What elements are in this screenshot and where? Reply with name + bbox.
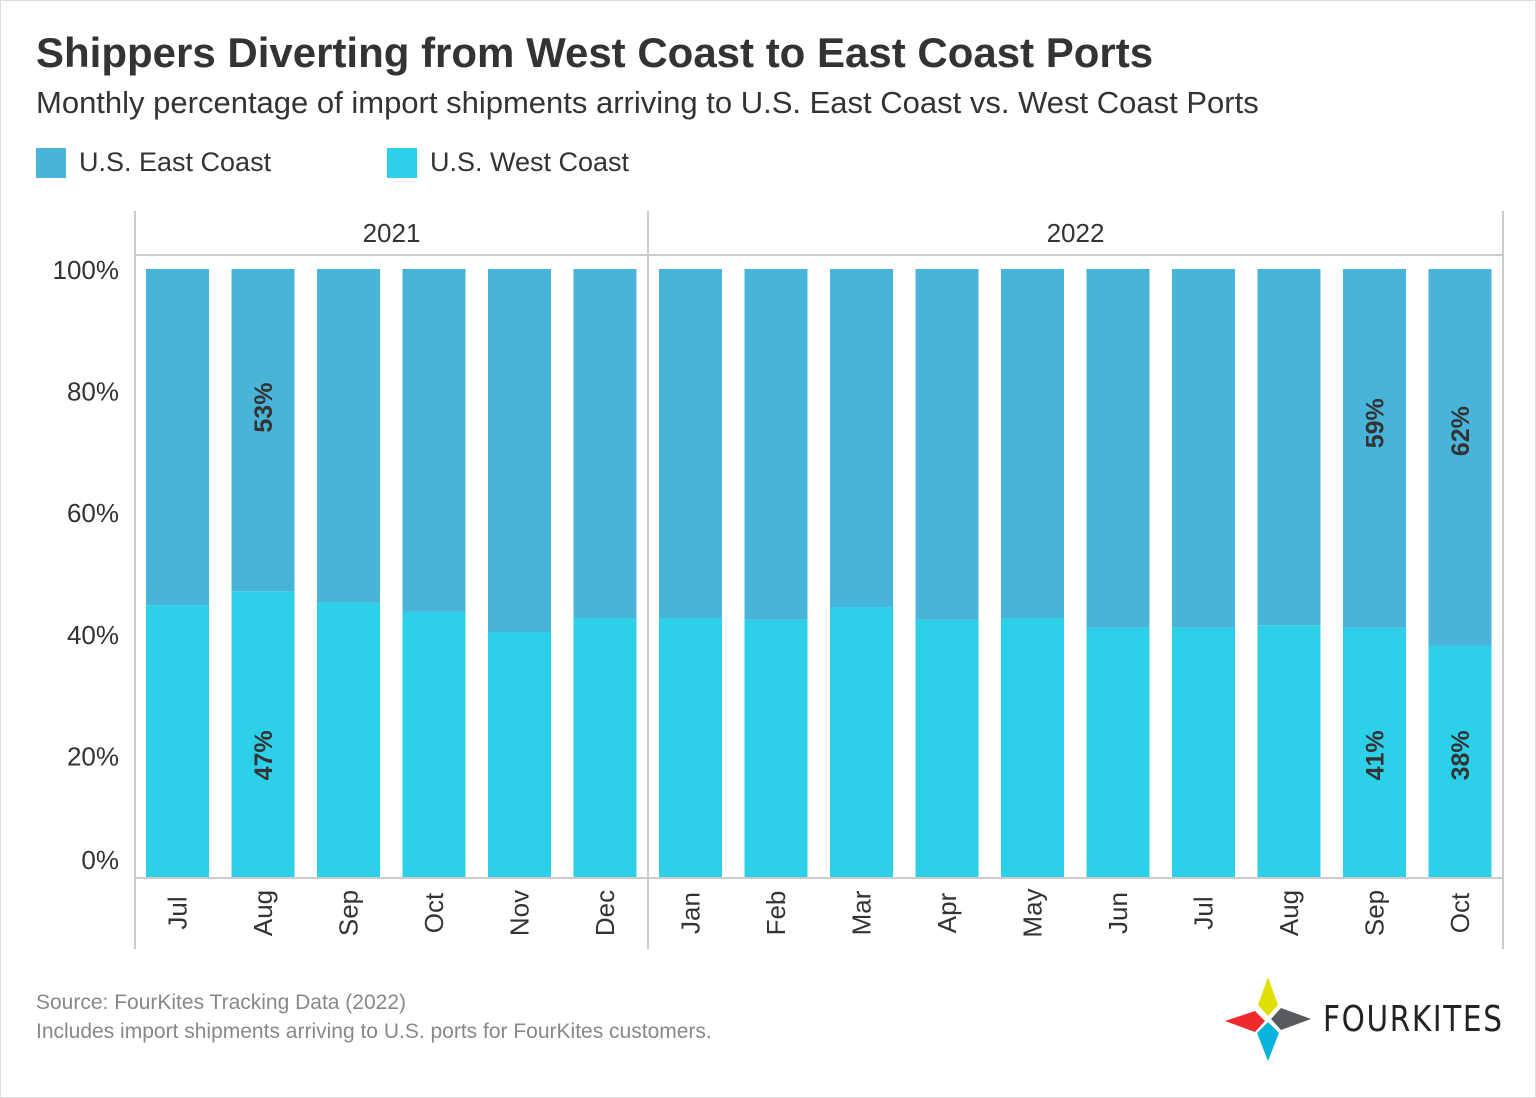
chart-subtitle: Monthly percentage of import shipments a… — [36, 85, 1259, 120]
legend-label-east: U.S. East Coast — [79, 147, 272, 177]
x-tick-label: Jun — [1103, 892, 1133, 934]
x-tick-label: Apr — [932, 892, 962, 933]
x-tick-label: Oct — [1445, 892, 1475, 933]
x-tick-label: Jan — [676, 892, 706, 934]
data-label: 59% — [1362, 398, 1390, 448]
bar-east-coast — [402, 269, 466, 612]
kite-logo-icon — [1225, 977, 1311, 1061]
bar-east-coast — [231, 269, 295, 592]
bar-east-coast — [573, 269, 637, 618]
bar-west-coast — [1257, 625, 1321, 877]
x-tick-label: Aug — [1274, 890, 1304, 936]
bar-west-coast — [488, 631, 551, 877]
data-label: 53% — [250, 383, 278, 433]
bar-east-coast — [744, 269, 808, 620]
year-label: 2021 — [363, 218, 421, 248]
y-tick-label: 100% — [53, 255, 120, 285]
legend-label-west: U.S. West Coast — [430, 147, 630, 177]
bar-west-coast — [915, 619, 979, 877]
bar-west-coast — [830, 607, 893, 877]
x-tick-label: Jul — [163, 896, 193, 929]
y-tick-label: 80% — [67, 377, 119, 407]
x-tick-label: May — [1018, 888, 1048, 937]
bar-east-coast — [1257, 269, 1321, 626]
x-tick-label: Feb — [761, 891, 791, 936]
x-tick-label: Sep — [334, 890, 364, 936]
bar-east-coast — [659, 269, 722, 618]
bar-chart: 2021 2022 0% 20% 40% 60% 80% 100% Jul 47% 53% Aug Se… — [53, 211, 1504, 949]
bar-west-coast — [659, 617, 722, 877]
bar-east-coast — [488, 269, 551, 632]
bar-west-coast — [1086, 627, 1150, 877]
data-label: 62% — [1447, 406, 1475, 456]
bar-east-coast — [830, 269, 893, 608]
bar-west-coast — [231, 591, 295, 877]
source-line-2: Includes import shipments arriving to U.… — [36, 1020, 712, 1043]
bar-east-coast — [317, 269, 380, 603]
x-tick-label: Dec — [590, 890, 620, 936]
data-label: 47% — [250, 730, 278, 780]
legend-swatch-east — [36, 147, 66, 178]
bar-west-coast — [573, 617, 637, 877]
bar-east-coast — [146, 269, 209, 606]
y-tick-label: 0% — [81, 845, 119, 875]
year-label: 2022 — [1047, 218, 1105, 248]
bar-east-coast — [1343, 269, 1406, 628]
y-tick-label: 40% — [67, 620, 119, 650]
x-tick-label: Jul — [1189, 896, 1219, 929]
bar-west-coast — [146, 605, 209, 877]
y-tick-label: 20% — [67, 741, 119, 771]
y-tick-label: 60% — [67, 498, 119, 528]
bar-east-coast — [1001, 269, 1064, 618]
x-tick-label: Sep — [1360, 890, 1390, 936]
bar-west-coast — [317, 602, 380, 877]
bar-west-coast — [1001, 617, 1064, 877]
legend-item-east: U.S. East Coast — [36, 147, 271, 178]
chart-title: Shippers Diverting from West Coast to Ea… — [36, 29, 1154, 76]
source-line-1: Source: FourKites Tracking Data (2022) — [36, 991, 407, 1014]
x-tick-label: Aug — [248, 890, 278, 936]
legend-item-west: U.S. West Coast — [387, 147, 629, 178]
data-label: 41% — [1362, 730, 1390, 780]
x-tick-label: Nov — [505, 890, 535, 936]
bar-west-coast — [1172, 627, 1235, 877]
bar-west-coast — [1343, 627, 1406, 877]
fourkites-logo: FOURKITES — [1225, 977, 1535, 1061]
bar-east-coast — [915, 269, 979, 620]
logo-wordmark: FOURKITES — [1323, 998, 1504, 1040]
legend-swatch-west — [387, 147, 417, 178]
x-tick-label: Mar — [847, 890, 877, 935]
data-label: 38% — [1447, 730, 1475, 780]
bar-west-coast — [1428, 645, 1492, 877]
bar-west-coast — [744, 619, 808, 877]
x-tick-label: Oct — [419, 892, 449, 933]
bar-east-coast — [1086, 269, 1150, 628]
bar-west-coast — [402, 611, 466, 877]
bar-east-coast — [1428, 269, 1492, 646]
bar-east-coast — [1172, 269, 1235, 628]
